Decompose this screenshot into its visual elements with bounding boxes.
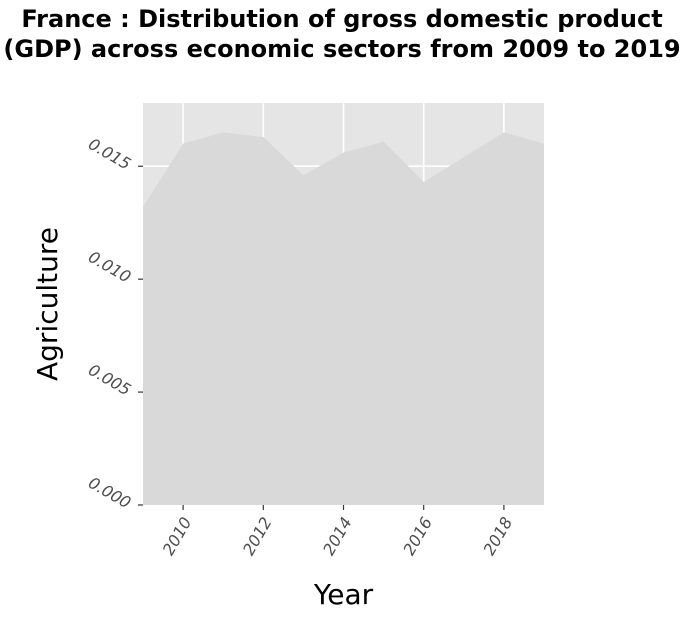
x-axis-ticks: 2010 2012 2014 2016 2018 <box>159 505 516 559</box>
y-tick-label-3: 0.015 <box>85 134 134 173</box>
y-axis-title: Agriculture <box>31 227 64 381</box>
x-tick-label-2: 2014 <box>319 514 356 559</box>
x-tick-label-1: 2012 <box>239 514 276 559</box>
y-tick-label-2: 0.010 <box>85 247 134 286</box>
x-tick-label-4: 2018 <box>479 514 516 559</box>
y-tick-label-0: 0.000 <box>85 473 134 512</box>
y-axis-ticks: 0.000 0.005 0.010 0.015 <box>85 134 143 512</box>
x-axis-title: Year <box>313 578 374 611</box>
chart-title: France : Distribution of gross domestic … <box>3 5 681 63</box>
series-area <box>143 132 544 505</box>
x-tick-label-3: 2016 <box>399 514 436 559</box>
x-tick-label-0: 2010 <box>159 514 196 559</box>
y-tick-label-1: 0.005 <box>85 360 134 399</box>
